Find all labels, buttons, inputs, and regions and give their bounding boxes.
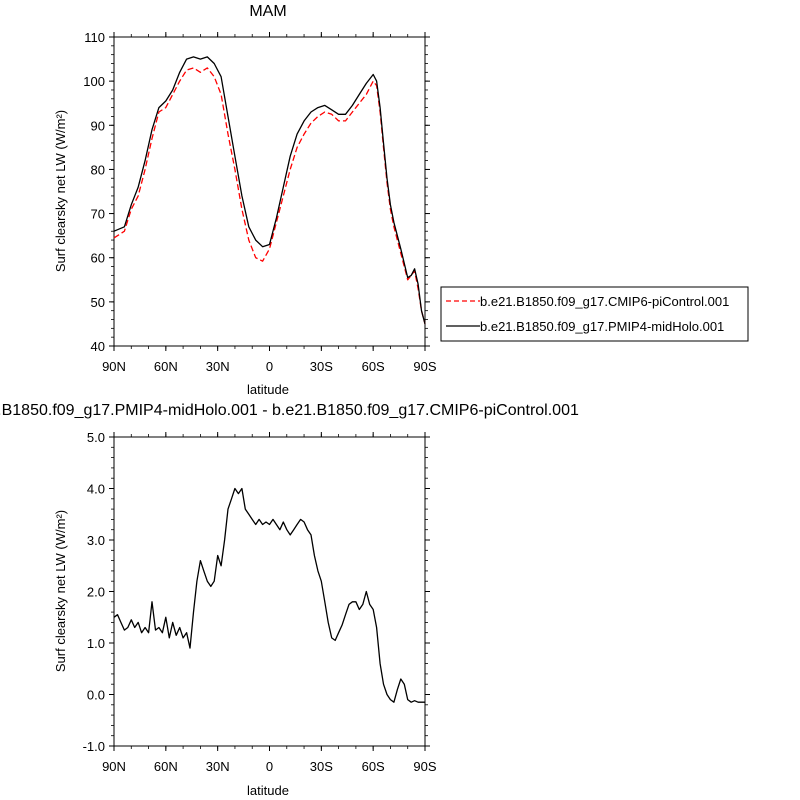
top-x-tick-label: 60S [362,359,385,374]
top-x-tick-label: 60N [154,359,178,374]
bottom-x-tick-label: 0 [266,759,273,774]
bottom-x-tick-label: 60S [362,759,385,774]
bottom-plot-frame [113,436,426,747]
top-x-ticks: 90N 60N 30N 0 30S 60S 90S [102,32,437,374]
bottom-x-tick-label: 30N [206,759,230,774]
top-y-tick-label: 80 [91,162,105,177]
bottom-y-axis-label: Surf clearsky net LW (W/m²) [53,510,68,672]
top-y-tick-label: 40 [91,339,105,354]
top-x-axis-label: latitude [247,382,289,397]
top-plot-frame [113,36,426,347]
bottom-y-tick-label: 2.0 [87,585,105,600]
bottom-y-ticks: -1.0 0.0 1.0 2.0 3.0 4.0 5.0 [83,430,430,754]
top-y-ticks: 40 50 60 70 80 90 100 110 [83,30,430,354]
top-x-tick-label: 90N [102,359,126,374]
bottom-x-tick-label: 60N [154,759,178,774]
top-y-axis-label: Surf clearsky net LW (W/m²) [53,110,68,272]
top-x-tick-label: 0 [266,359,273,374]
top-y-tick-label: 60 [91,251,105,266]
bottom-x-axis-label: latitude [247,783,289,798]
bottom-title: b.e21.B1850.f09_g17.PMIP4-midHolo.001 - … [0,402,579,419]
bottom-x-tick-label: 90N [102,759,126,774]
bottom-x-ticks: 90N 60N 30N 0 30S 60S 90S [102,432,437,774]
bottom-y-tick-label: 0.0 [87,688,105,703]
bottom-panel: b.e21.B1850.f09_g17.PMIP4-midHolo.001 - … [0,402,579,798]
top-y-tick-label: 70 [91,207,105,222]
top-title: MAM [249,3,286,20]
top-x-tick-label: 30S [310,359,333,374]
top-y-tick-label: 100 [83,74,105,89]
bottom-y-tick-label: 3.0 [87,533,105,548]
bottom-x-tick-label: 30S [310,759,333,774]
legend-label-midholo: b.e21.B1850.f09_g17.PMIP4-midHolo.001 [480,319,724,334]
top-x-tick-label: 30N [206,359,230,374]
top-y-tick-label: 90 [91,118,105,133]
legend: b.e21.B1850.f09_g17.CMIP6-piControl.001 … [440,286,749,342]
bottom-y-tick-label: 5.0 [87,430,105,445]
bottom-y-tick-label: 4.0 [87,482,105,497]
top-y-tick-label: 110 [84,30,105,45]
top-x-tick-label: 90S [413,359,436,374]
bottom-y-tick-label: 1.0 [87,636,105,651]
bottom-x-tick-label: 90S [413,759,436,774]
top-series [113,56,426,325]
top-y-tick-label: 50 [91,295,105,310]
bottom-series-line-0 [113,487,425,703]
bottom-y-tick-label: -1.0 [83,739,105,754]
legend-label-picontrol: b.e21.B1850.f09_g17.CMIP6-piControl.001 [480,294,729,309]
top-series-line-1 [113,56,426,325]
bottom-series [113,487,425,703]
legend-box [440,286,749,342]
